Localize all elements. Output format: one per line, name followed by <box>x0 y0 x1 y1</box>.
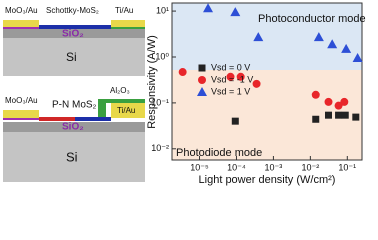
legend-label: Vsd = -1 V <box>211 74 253 84</box>
diagram-label: Ti/Au <box>115 6 133 15</box>
sio2-layer <box>3 29 145 38</box>
legend-label: Vsd = 1 V <box>211 86 250 96</box>
figure: MoO₃/Au Schottky-MoS₂ Ti/Au SiO₂ Si MoO₃… <box>3 2 366 186</box>
marker-square <box>335 111 343 119</box>
contact-right <box>111 103 145 118</box>
marker-triangle <box>203 3 214 13</box>
marker-circle <box>324 97 333 106</box>
diagram-label: Schottky-MoS₂ <box>46 6 99 15</box>
al2o3 <box>98 99 145 103</box>
si-substrate <box>3 38 145 76</box>
legend-label: Vsd = 0 V <box>211 62 250 72</box>
diagram-label: Si <box>66 149 78 164</box>
marker-triangle <box>253 32 264 42</box>
diagram-label: Al₂O₃ <box>110 86 130 95</box>
legend-marker <box>198 76 206 84</box>
schottky-device: MoO₃/Au Schottky-MoS₂ Ti/Au SiO₂ Si <box>3 6 145 76</box>
layer <box>3 118 39 120</box>
diagram-label: MoO₃/Au <box>5 96 38 105</box>
si-substrate <box>3 132 145 182</box>
contact-left <box>3 110 39 118</box>
marker-circle <box>178 68 187 77</box>
y-tick-label: 10⁻² <box>151 143 169 153</box>
marker-circle <box>226 72 235 81</box>
x-tick-label: 10⁻² <box>301 162 319 172</box>
diagram-label: P-N MoS₂ <box>52 100 97 111</box>
marker-triangle <box>352 53 363 63</box>
layer <box>3 27 39 29</box>
marker-circle <box>252 79 261 88</box>
y-tick-label: 10¹ <box>156 5 169 15</box>
mos2 <box>39 25 111 29</box>
y-axis-label: Responsivity (A/W) <box>146 35 158 129</box>
diagram-label: Si <box>66 50 77 64</box>
x-tick-label: 10⁻⁵ <box>190 162 209 172</box>
legend-marker <box>197 87 207 96</box>
p-mos2 <box>39 117 75 121</box>
marker-circle <box>311 90 320 99</box>
diagram-label: MoO₃/Au <box>5 6 38 15</box>
diagram-label: SiO₂ <box>62 122 84 133</box>
marker-triangle <box>313 32 324 42</box>
contact-right <box>111 20 145 27</box>
annotation: Photodiode mode <box>176 147 262 159</box>
marker-square <box>325 111 333 119</box>
marker-circle <box>236 72 245 81</box>
marker-triangle <box>341 43 352 53</box>
marker-square <box>352 113 360 121</box>
n-mos2 <box>75 117 111 121</box>
marker-triangle <box>327 39 338 49</box>
pn-device: MoO₃/Au P-N MoS₂ Al₂O₃ Ti/Au SiO₂ Si <box>3 86 145 182</box>
al2o3 <box>98 99 106 117</box>
diagram-label: Ti/Au <box>117 106 135 115</box>
x-tick-label: 10⁻⁴ <box>227 162 246 172</box>
annotation: Photoconductor mode <box>258 13 366 25</box>
x-tick-label: 10⁻³ <box>265 162 283 172</box>
legend-marker <box>198 64 206 72</box>
plot-frame <box>171 2 363 161</box>
diagram-label: SiO₂ <box>62 29 84 40</box>
marker-square <box>312 115 320 123</box>
photoconductor-region <box>172 3 362 70</box>
layer <box>111 27 145 29</box>
y-tick-label: 10⁻¹ <box>151 97 169 107</box>
marker-square <box>231 117 239 125</box>
marker-triangle <box>230 7 241 17</box>
x-axis-label: Light power density (W/cm²) <box>199 174 336 186</box>
y-tick-label: 10⁰ <box>155 51 169 61</box>
sio2-layer <box>3 122 145 132</box>
x-tick-label: 10⁻¹ <box>338 162 356 172</box>
contact-left <box>3 20 39 27</box>
marker-circle <box>340 97 349 106</box>
marker-square <box>341 111 349 119</box>
marker-circle <box>334 101 343 110</box>
